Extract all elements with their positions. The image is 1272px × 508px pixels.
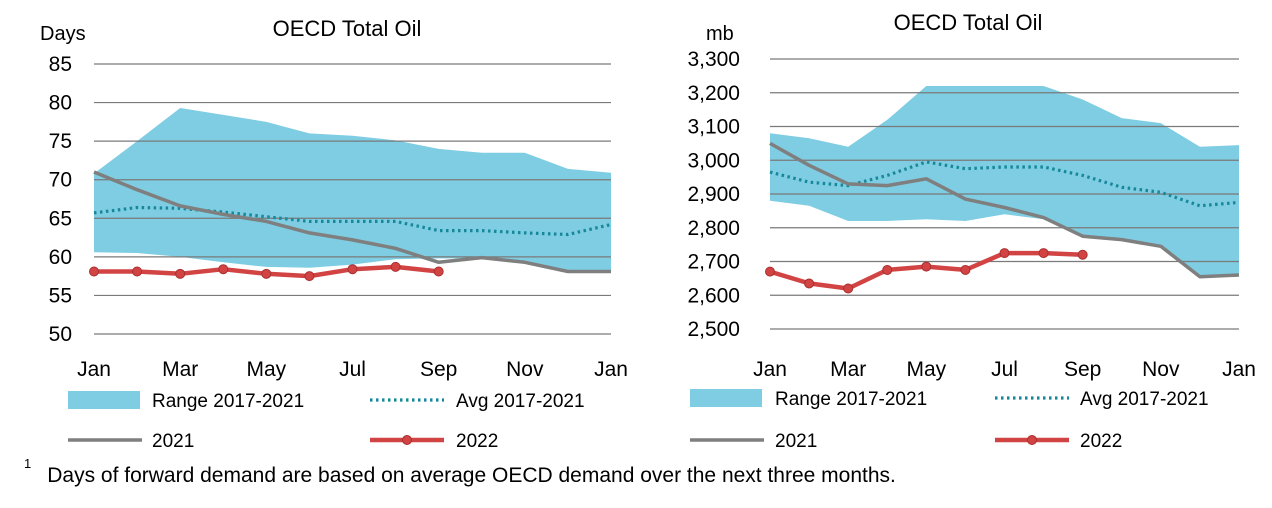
legend-label-2022: 2022 — [456, 431, 498, 452]
range-band — [94, 108, 611, 272]
x-tick-label: Nov — [1142, 358, 1180, 381]
x-tick-label: Jul — [991, 358, 1018, 381]
point-2022 — [960, 264, 971, 275]
y-tick-label: 3,000 — [687, 149, 740, 172]
point-2022 — [843, 283, 854, 294]
legend-marker-2022 — [1027, 435, 1037, 445]
x-tick-label: Mar — [830, 358, 866, 381]
days-chart: OECD Total Oil Days 50 55 60 65 70 75 80 85 Jan Mar… — [40, 16, 628, 452]
x-tick-label: May — [246, 358, 286, 381]
point-2022 — [390, 261, 401, 272]
point-2022 — [218, 264, 229, 275]
x-tick-label: Nov — [506, 358, 544, 381]
y-tick-label: 3,100 — [687, 116, 740, 139]
volume-chart: OECD Total Oil mb 2,500 2,600 2,700 2,800 2,90… — [687, 10, 1255, 452]
x-tick-label: Jul — [339, 358, 366, 381]
legend-label-2022: 2022 — [1080, 431, 1122, 452]
avg-line — [93, 205, 612, 237]
legend-label-avg: Avg 2017-2021 — [1080, 389, 1209, 410]
point-2022 — [304, 271, 315, 282]
legend-swatch-range — [690, 389, 762, 407]
x-tick-label: Jan — [753, 358, 787, 381]
chart-title: OECD Total Oil — [273, 16, 422, 41]
legend-label-2021: 2021 — [152, 431, 194, 452]
footnote-text: Days of forward demand are based on aver… — [47, 464, 896, 487]
y-tick-label: 2,800 — [687, 217, 740, 240]
point-2022 — [882, 264, 893, 275]
point-2022 — [921, 261, 932, 272]
legend-label-range: Range 2017-2021 — [152, 391, 304, 412]
line-2021 — [93, 170, 611, 274]
point-2022 — [89, 266, 99, 277]
point-2022 — [347, 264, 358, 275]
y-tick-label: 2,900 — [687, 183, 740, 206]
y-tick-label: 2,700 — [687, 251, 740, 274]
point-2022 — [175, 268, 186, 279]
x-tick-label: May — [906, 358, 946, 381]
y-tick-label: 2,500 — [687, 318, 740, 341]
x-tick-label: Sep — [1064, 358, 1101, 381]
x-tick-label: Sep — [420, 358, 457, 381]
point-2022 — [1077, 249, 1088, 260]
y-tick-label: 85 — [49, 53, 72, 76]
point-2022 — [433, 266, 444, 277]
y-tick-label: 55 — [49, 284, 72, 307]
y-tick-label: 65 — [49, 207, 72, 230]
y-axis-label: Days — [40, 23, 86, 45]
range-band — [770, 86, 1239, 277]
legend-label-range: Range 2017-2021 — [775, 389, 927, 410]
y-tick-label: 3,200 — [687, 82, 740, 105]
point-2022 — [999, 248, 1010, 259]
chart-title: OECD Total Oil — [894, 10, 1043, 35]
x-tick-label: Mar — [162, 358, 198, 381]
footnote: 1 Days of forward demand are based on ave… — [24, 456, 896, 488]
y-axis-label: mb — [706, 23, 734, 45]
y-tick-label: 70 — [49, 169, 72, 192]
line-2021 — [769, 141, 1240, 279]
y-tick-label: 3,300 — [687, 48, 740, 71]
y-tick-label: 60 — [49, 246, 72, 269]
x-tick-label: Jan — [77, 358, 111, 381]
point-2022 — [132, 266, 143, 277]
y-tick-label: 80 — [49, 92, 72, 115]
x-tick-label: Jan — [1222, 358, 1256, 381]
footnote-marker: 1 — [24, 456, 32, 471]
y-tick-label: 75 — [49, 130, 72, 153]
point-2022 — [1038, 248, 1049, 259]
legend-label-2021: 2021 — [775, 431, 817, 452]
x-tick-label: Jan — [594, 358, 628, 381]
y-tick-label: 2,600 — [687, 284, 740, 307]
legend-swatch-range — [68, 391, 140, 409]
point-2022 — [804, 278, 815, 289]
legend-marker-2022 — [402, 435, 412, 445]
point-2022 — [261, 268, 272, 279]
y-tick-label: 50 — [49, 323, 72, 346]
legend-label-avg: Avg 2017-2021 — [456, 391, 585, 412]
point-2022 — [765, 266, 775, 277]
